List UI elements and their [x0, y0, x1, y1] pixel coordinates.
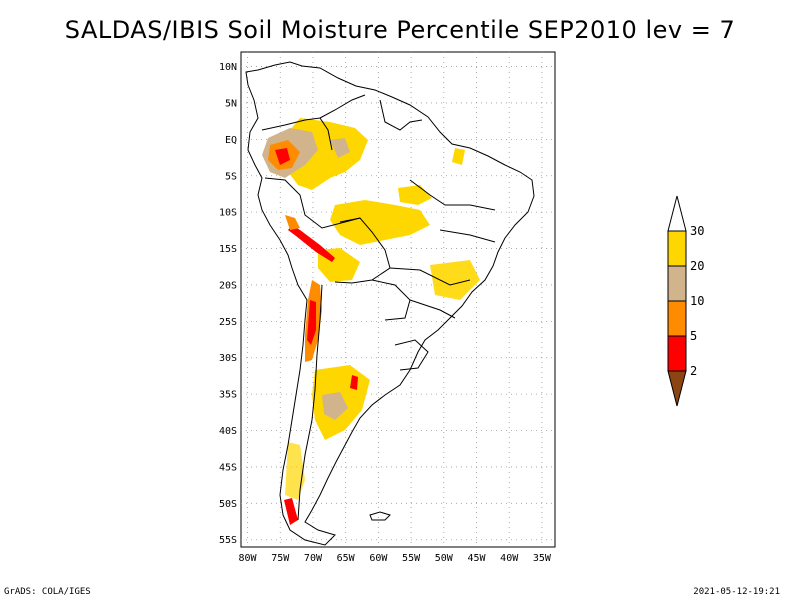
lat-tick-label: EQ [225, 135, 237, 146]
lat-tick-label: 30S [219, 353, 237, 364]
lat-tick-label: 40S [219, 426, 237, 437]
lat-tick-label: 35S [219, 390, 237, 401]
longitude-tick-labels: 80W 75W 70W 65W 60W 55W 50W 45W 40W 35W [239, 553, 552, 564]
border-guianas [379, 99, 423, 131]
field-patch-argentina-tan [322, 392, 348, 420]
colorbar-segment-20 [667, 265, 687, 302]
lat-tick-label: 45S [219, 462, 237, 473]
lat-tick-label: 5S [225, 171, 237, 182]
border-venezuela [319, 94, 366, 119]
lat-tick-label: 50S [219, 499, 237, 510]
field-patch-peru-orange [285, 215, 300, 230]
lat-tick-label: 20S [219, 280, 237, 291]
latitude-tick-labels: 10N 5N EQ 5S 10S 15S 20S 25S 30S 35S 40S 45S 50S 55S [219, 62, 237, 546]
lat-tick-label: 15S [219, 244, 237, 255]
lon-tick-label: 55W [402, 553, 421, 564]
soil-moisture-field [262, 118, 480, 525]
lat-tick-label: 55S [219, 535, 237, 546]
field-patch-peru-red [288, 225, 335, 262]
field-patch-argentina-red [350, 375, 358, 390]
footer-credit: GrADS: COLA/IGES [4, 587, 91, 597]
lon-tick-label: 75W [271, 553, 290, 564]
field-patch-patagonia-red [284, 498, 298, 525]
field-patch-east [452, 148, 465, 165]
lon-tick-label: 45W [467, 553, 486, 564]
lon-tick-label: 65W [337, 553, 356, 564]
border-peru-brazil [264, 177, 361, 229]
field-patch-chile-red [307, 300, 316, 345]
colorbar-label-10: 10 [690, 294, 704, 308]
colorbar-segment-10 [667, 300, 687, 337]
continent-outline [245, 61, 535, 546]
lon-tick-label: 50W [435, 553, 454, 564]
colorbar-label-2: 2 [690, 364, 697, 378]
lat-tick-label: 10S [219, 208, 237, 219]
colorbar-segment-5 [667, 335, 687, 372]
field-patch-tan-2 [330, 138, 350, 158]
field-patch-nw-red [275, 148, 290, 165]
lon-tick-label: 80W [239, 553, 258, 564]
colorbar [667, 195, 687, 407]
coastlines-and-borders [245, 61, 535, 546]
border-bolivia [334, 217, 391, 284]
footer-timestamp: 2021-05-12-19:21 [693, 587, 780, 597]
lon-tick-label: 40W [500, 553, 519, 564]
border-brazil-states [389, 179, 496, 319]
field-patch-southeast [430, 260, 480, 300]
colorbar-above-triangle [667, 195, 687, 232]
colorbar-labels: 30 20 10 5 2 [690, 224, 704, 378]
colorbar-segment-30 [667, 230, 687, 267]
field-patch-patagonia [285, 442, 305, 500]
map-title: SALDAS/IBIS Soil Moisture Percentile SEP… [64, 16, 736, 44]
colorbar-label-30: 30 [690, 224, 704, 238]
falkland-islands [369, 511, 391, 521]
colorbar-label-20: 20 [690, 259, 704, 273]
field-patch-central [330, 200, 430, 245]
lon-tick-label: 35W [533, 553, 552, 564]
lat-tick-label: 10N [219, 62, 237, 73]
colorbar-below-triangle [667, 370, 687, 407]
colorbar-label-5: 5 [690, 329, 697, 343]
border-chile-argentina [297, 284, 323, 521]
lon-tick-label: 70W [304, 553, 323, 564]
border-colombia [261, 117, 333, 151]
lat-tick-label: 25S [219, 317, 237, 328]
lon-tick-label: 60W [369, 553, 388, 564]
border-uruguay [394, 339, 429, 371]
lat-tick-label: 5N [225, 98, 237, 109]
